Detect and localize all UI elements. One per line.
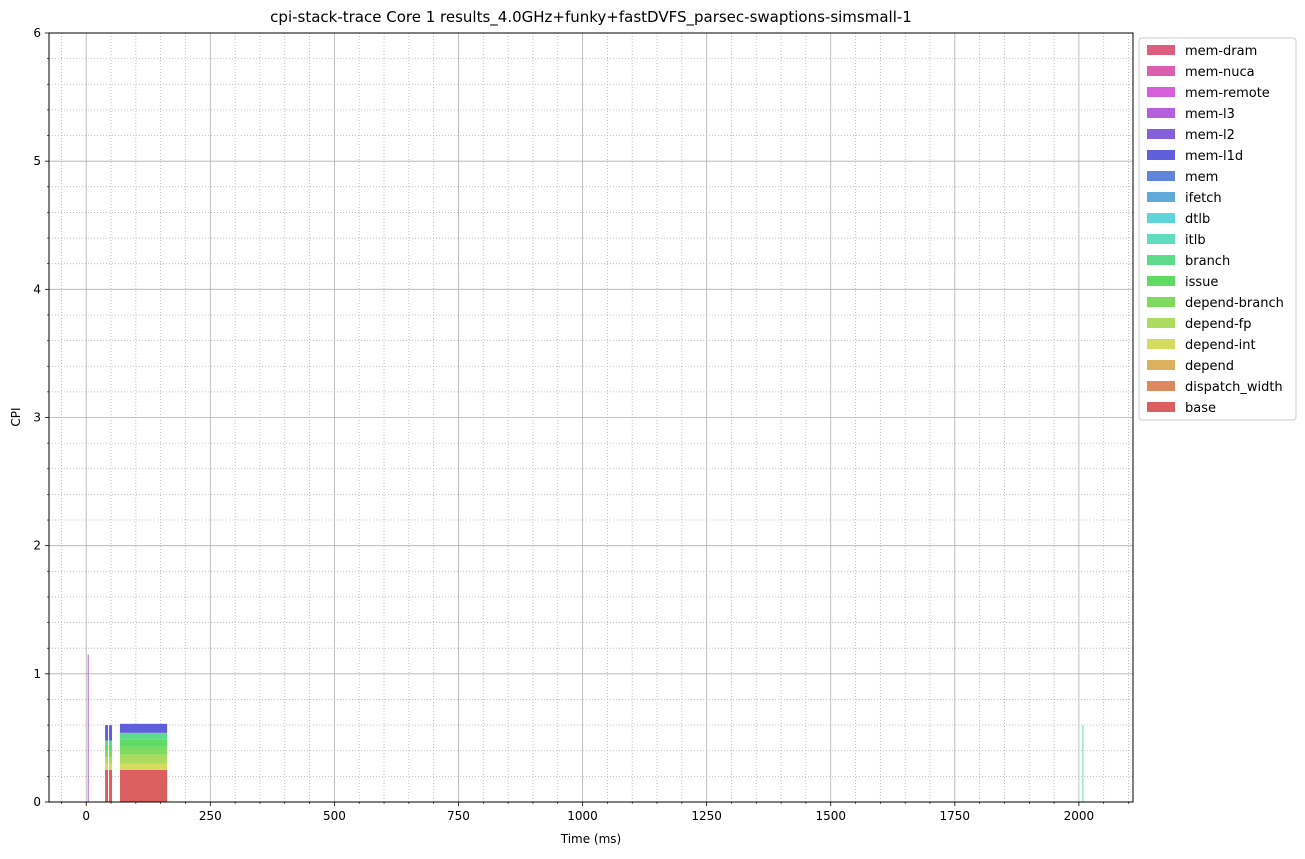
area-base — [109, 769, 113, 802]
area-depend-branch — [105, 750, 109, 758]
legend-label-depend-branch: depend-branch — [1185, 296, 1284, 311]
legend: mem-dram mem-nuca mem-remote mem-l3 mem-l2 me… — [1138, 37, 1297, 421]
legend-swatch-mem-dram — [1147, 45, 1175, 55]
legend-label-depend-fp: depend-fp — [1185, 317, 1252, 332]
x-tick-label: 1000 — [567, 809, 598, 823]
legend-label-base: base — [1185, 401, 1216, 416]
area-depend-fp — [119, 754, 168, 764]
y-tick-label: 2 — [33, 539, 41, 553]
area-depend-fp — [109, 757, 113, 764]
area-branch — [119, 732, 168, 740]
legend-swatch-depend-branch — [1147, 297, 1175, 307]
y-tick-label: 6 — [33, 26, 41, 40]
legend-label-depend-int: depend-int — [1185, 338, 1256, 353]
area-branch — [109, 740, 113, 745]
x-tick-label: 0 — [82, 809, 90, 823]
stacked-areas — [87, 654, 1084, 802]
legend-label-branch: branch — [1185, 254, 1230, 269]
area-mem-l1d — [119, 723, 168, 733]
area-depend-int — [119, 763, 168, 770]
y-tick-label: 1 — [33, 667, 41, 681]
x-tick-label: 250 — [199, 809, 222, 823]
legend-label-mem-nuca: mem-nuca — [1185, 65, 1255, 80]
chart-title: cpi-stack-trace Core 1 results_4.0GHz+fu… — [270, 8, 912, 27]
area-issue — [119, 739, 168, 747]
area-mem-l3 — [87, 654, 89, 802]
area-depend-int — [109, 763, 113, 770]
legend-label-mem-l1d: mem-l1d — [1185, 149, 1243, 164]
area-depend-fp — [105, 757, 109, 764]
area-depend-branch — [109, 750, 113, 758]
legend-label-ifetch: ifetch — [1185, 191, 1222, 206]
legend-label-mem-dram: mem-dram — [1185, 44, 1257, 59]
area-itlb — [1082, 725, 1084, 802]
y-tick-label: 4 — [33, 282, 41, 296]
x-tick-label: 1250 — [691, 809, 722, 823]
x-tick-label: 750 — [447, 809, 470, 823]
y-tick-label: 3 — [33, 411, 41, 425]
legend-swatch-issue — [1147, 276, 1175, 286]
legend-swatch-mem-remote — [1147, 87, 1175, 97]
legend-swatch-depend-int — [1147, 339, 1175, 349]
area-mem-l1d — [109, 725, 113, 741]
x-tick-label: 2000 — [1064, 809, 1095, 823]
legend-swatch-depend — [1147, 360, 1175, 370]
legend-label-dtlb: dtlb — [1185, 212, 1210, 227]
area-branch — [105, 740, 109, 745]
major-grid — [49, 32, 1133, 803]
area-base — [119, 769, 168, 802]
legend-label-issue: issue — [1185, 275, 1218, 290]
y-axis-label: CPI — [9, 407, 23, 426]
legend-label-dispatch_width: dispatch_width — [1185, 380, 1283, 395]
legend-swatch-depend-fp — [1147, 318, 1175, 328]
y-tick-label: 5 — [33, 154, 41, 168]
area-issue — [109, 744, 113, 751]
area-depend-branch — [119, 746, 168, 755]
legend-swatch-ifetch — [1147, 192, 1175, 202]
x-axis-label: Time (ms) — [560, 832, 622, 846]
legend-label-mem: mem — [1185, 170, 1218, 185]
legend-swatch-mem-l2 — [1147, 129, 1175, 139]
legend-label-depend: depend — [1185, 359, 1234, 374]
legend-label-mem-remote: mem-remote — [1185, 86, 1270, 101]
legend-swatch-itlb — [1147, 234, 1175, 244]
legend-swatch-mem — [1147, 171, 1175, 181]
legend-swatch-branch — [1147, 255, 1175, 265]
legend-swatch-mem-l1d — [1147, 150, 1175, 160]
area-depend-int — [105, 763, 109, 770]
legend-label-itlb: itlb — [1185, 233, 1206, 248]
area-issue — [105, 744, 109, 751]
minor-grid — [47, 33, 1133, 804]
legend-swatch-dtlb — [1147, 213, 1175, 223]
legend-label-mem-l3: mem-l3 — [1185, 107, 1235, 122]
legend-swatch-base — [1147, 402, 1175, 412]
legend-label-mem-l2: mem-l2 — [1185, 128, 1235, 143]
area-base — [105, 769, 109, 802]
y-tick-label: 0 — [33, 795, 41, 809]
legend-box — [1138, 37, 1297, 421]
area-mem-l1d — [105, 725, 109, 741]
legend-swatch-dispatch_width — [1147, 381, 1175, 391]
legend-swatch-mem-l3 — [1147, 108, 1175, 118]
x-tick-label: 500 — [323, 809, 346, 823]
y-axis: 0 1 2 3 4 5 6 — [33, 26, 49, 809]
x-axis: 0 250 500 750 1000 1250 1500 1750 2000 — [82, 802, 1094, 823]
x-tick-label: 1750 — [940, 809, 971, 823]
legend-swatch-mem-nuca — [1147, 66, 1175, 76]
x-tick-label: 1500 — [815, 809, 846, 823]
